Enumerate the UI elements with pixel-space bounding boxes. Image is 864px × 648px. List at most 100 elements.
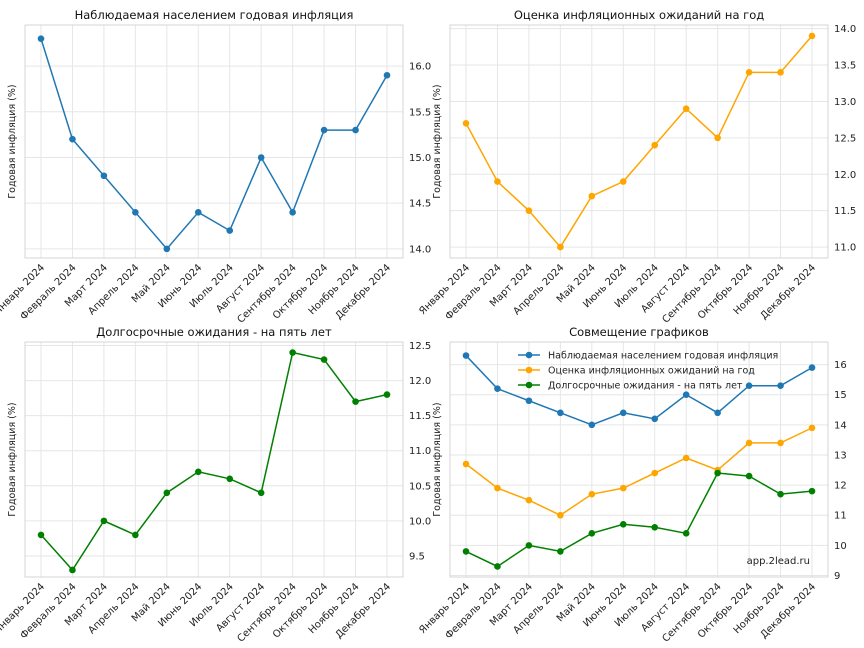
series-line <box>465 472 813 568</box>
data-point <box>462 352 470 359</box>
data-point <box>37 531 45 539</box>
y-tick-label: 14.5 <box>409 199 431 210</box>
x-tick-label: Февраль 2024 <box>443 581 503 641</box>
data-point <box>462 119 470 127</box>
data-point <box>383 71 391 79</box>
data-point <box>132 531 139 539</box>
data-point <box>132 209 139 216</box>
data-point <box>37 35 45 43</box>
y-tick-label: 11.5 <box>834 206 856 217</box>
data-point <box>682 530 690 537</box>
data-point <box>808 487 816 495</box>
plot-area-frame <box>449 24 829 259</box>
data-point <box>651 141 659 149</box>
y-tick-label: 12.0 <box>409 376 431 387</box>
watermark-text: app.2lead.ru <box>747 556 810 567</box>
x-tick-label: Октябрь 2024 <box>696 581 755 640</box>
y-tick-label: 11.5 <box>409 411 431 422</box>
series-line <box>465 355 813 426</box>
y-tick-label: 12.5 <box>834 133 856 144</box>
data-point <box>525 207 533 214</box>
y-tick-label: 11.0 <box>834 243 856 254</box>
data-point <box>494 178 501 185</box>
y-tick-label: 10.0 <box>409 516 431 527</box>
y-axis-label: Годовая инфляция (%) <box>7 84 18 198</box>
y-tick-label: 15 <box>834 390 847 401</box>
chart-title: Совмещение графиков <box>569 325 709 339</box>
data-point <box>682 105 690 113</box>
y-tick-label: 10.5 <box>409 481 431 492</box>
series-line <box>465 427 813 517</box>
data-point <box>494 563 501 570</box>
data-point <box>745 382 753 389</box>
y-tick-label: 11 <box>834 511 847 522</box>
data-point <box>525 496 533 504</box>
legend-label: Долгосрочные ожидания - на пять лет <box>548 381 743 392</box>
x-tick-label: Декабрь 2024 <box>759 581 819 641</box>
data-point <box>745 472 753 480</box>
y-tick-label: 14.0 <box>409 244 431 255</box>
y-tick-label: 12.5 <box>409 341 431 352</box>
data-point <box>557 409 564 417</box>
x-tick-label: Сентябрь 2024 <box>235 581 298 644</box>
legend-marker <box>525 351 533 359</box>
data-point <box>462 460 470 468</box>
data-point <box>383 391 391 398</box>
chart-title: Оценка инфляционных ожиданий на год <box>514 8 764 22</box>
y-axis-label: Годовая инфляция (%) <box>432 402 443 516</box>
y-tick-label: 12 <box>834 481 847 492</box>
data-point <box>163 489 171 497</box>
x-tick-label: Октябрь 2024 <box>271 581 330 640</box>
data-point <box>525 397 533 405</box>
data-point <box>588 192 596 200</box>
x-tick-label: Сентябрь 2024 <box>235 262 298 325</box>
data-point <box>494 484 501 492</box>
chart-panel-one-year-expectations: Оценка инфляционных ожиданий на год Годов… <box>417 8 856 326</box>
data-point <box>714 134 721 142</box>
chart-title: Наблюдаемая населением годовая инфляция <box>75 8 354 22</box>
y-tick-label: 13 <box>834 450 847 461</box>
data-point <box>588 421 596 429</box>
data-point <box>619 178 627 185</box>
data-point <box>320 356 328 363</box>
data-point <box>808 32 816 40</box>
data-point <box>352 126 359 134</box>
y-axis-label: Годовая инфляция (%) <box>7 402 18 516</box>
data-point <box>462 548 470 555</box>
data-point <box>651 523 659 531</box>
data-point <box>682 454 690 462</box>
data-point <box>69 135 76 143</box>
data-point <box>745 439 753 447</box>
chart-panel-observed-inflation: Наблюдаемая населением годовая инфляция Г… <box>0 8 431 326</box>
data-point <box>745 69 753 76</box>
data-point <box>100 517 108 525</box>
data-point <box>163 245 171 253</box>
data-point <box>682 391 690 399</box>
plot-area-frame <box>24 24 404 259</box>
data-point <box>557 511 564 519</box>
y-tick-label: 13.0 <box>834 97 856 108</box>
data-point <box>714 409 721 417</box>
x-tick-label: Февраль 2024 <box>443 262 503 322</box>
x-tick-label: Декабрь 2024 <box>759 262 819 322</box>
x-tick-label: Декабрь 2024 <box>334 262 394 322</box>
data-point <box>226 227 234 234</box>
y-tick-label: 13.5 <box>834 61 856 72</box>
chart-panel-combined: Совмещение графиков Годовая инфляция (%) 9… <box>417 325 846 645</box>
series-line <box>40 351 388 572</box>
legend-label: Наблюдаемая населением годовая инфляция <box>548 351 778 362</box>
data-point <box>69 566 76 574</box>
data-point <box>619 520 627 528</box>
data-point <box>100 172 108 180</box>
data-point <box>289 349 296 356</box>
data-point <box>777 69 784 76</box>
y-tick-label: 15.0 <box>409 153 431 164</box>
legend-marker <box>525 366 533 374</box>
y-tick-label: 16 <box>834 360 847 371</box>
data-point <box>777 439 784 447</box>
x-tick-label: Октябрь 2024 <box>271 262 330 321</box>
plot-area-frame <box>449 341 829 578</box>
data-point <box>651 469 659 477</box>
data-point <box>651 415 659 423</box>
